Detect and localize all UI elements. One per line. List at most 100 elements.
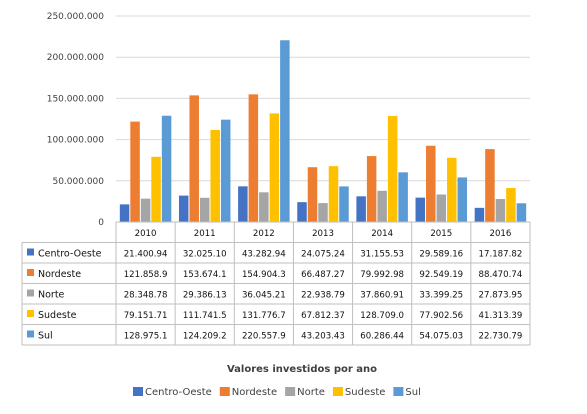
data-label: 128.709.0 xyxy=(360,311,404,321)
bar-norte xyxy=(140,198,151,222)
x-tick-label: 2010 xyxy=(135,229,157,239)
gridlines xyxy=(116,15,530,223)
data-label: 43.282.94 xyxy=(242,250,286,260)
bar-sul xyxy=(280,40,290,223)
bar-sul xyxy=(161,115,172,222)
table-row-label: Nordeste xyxy=(38,269,81,280)
bar-centro-oeste xyxy=(415,197,426,222)
bar-nordeste xyxy=(307,167,318,222)
x-tick-label: 2012 xyxy=(253,229,275,239)
data-label: 29.589.16 xyxy=(419,250,463,260)
x-tick-label: 2013 xyxy=(312,229,334,239)
data-label: 54.075.03 xyxy=(419,332,463,342)
bar-centro-oeste xyxy=(238,186,248,222)
table-row-label: Centro-Oeste xyxy=(38,249,102,260)
bar-nordeste xyxy=(130,121,140,222)
data-label: 131.776.7 xyxy=(242,311,286,321)
data-label: 111.741.5 xyxy=(183,311,227,321)
data-label: 88.470.74 xyxy=(479,270,523,280)
bar-nordeste xyxy=(485,149,495,222)
bar-sudeste xyxy=(269,113,280,222)
bar-norte xyxy=(259,192,269,222)
y-tick-label: 100.000.000 xyxy=(47,136,105,146)
data-label: 124.209.2 xyxy=(183,332,227,342)
bar-sul xyxy=(516,203,527,222)
data-label: 31.155.53 xyxy=(360,250,404,260)
y-tick-label: 200.000.000 xyxy=(47,53,105,63)
legend-label: Nordeste xyxy=(232,387,277,398)
table-row-label: Sudeste xyxy=(38,310,77,321)
data-label: 17.187.82 xyxy=(479,250,523,260)
bar-sudeste xyxy=(151,156,161,222)
bar-nordeste xyxy=(248,94,259,222)
data-label: 22.730.79 xyxy=(479,332,523,342)
data-label: 77.902.56 xyxy=(419,311,463,321)
data-label: 27.873.95 xyxy=(479,291,523,301)
legend-swatch-nordeste xyxy=(219,387,230,396)
bar-norte xyxy=(495,199,506,222)
y-tick-label: 250.000.000 xyxy=(47,12,105,22)
data-label: 32.025.10 xyxy=(183,250,227,260)
legend-swatch-sudeste xyxy=(332,387,343,396)
x-tick-label: 2014 xyxy=(371,229,393,239)
data-label: 220.557.9 xyxy=(242,332,286,342)
data-label: 24.075.24 xyxy=(301,250,345,260)
legend: Centro-Oeste Nordeste Norte Sudeste Sul xyxy=(133,387,421,398)
data-label: 29.386.13 xyxy=(183,291,227,301)
bar-sul xyxy=(457,177,468,222)
y-tick-label: 50.000.000 xyxy=(52,177,104,187)
data-label: 79.151.71 xyxy=(124,311,168,321)
bar-norte xyxy=(377,190,387,222)
bar-sul xyxy=(398,172,408,222)
bar-centro-oeste xyxy=(119,204,130,222)
data-label: 153.674.1 xyxy=(183,270,227,280)
data-label: 43.203.43 xyxy=(301,332,345,342)
legend-label: Sudeste xyxy=(345,387,385,398)
bar-norte xyxy=(436,194,447,222)
bar-sul xyxy=(220,119,231,222)
table-key-norte xyxy=(27,289,34,297)
data-label: 22.938.79 xyxy=(301,291,345,301)
bar-sudeste xyxy=(328,166,339,222)
bar-centro-oeste xyxy=(474,207,485,222)
table-row-label: Norte xyxy=(38,290,65,301)
bar-centro-oeste xyxy=(297,202,307,222)
bar-nordeste xyxy=(366,156,377,222)
bar-sudeste xyxy=(447,157,457,222)
x-tick-label: 2015 xyxy=(430,229,452,239)
data-label: 37.860.91 xyxy=(360,291,404,301)
bar-norte xyxy=(199,197,210,222)
data-table: 2010 2011 2012 2013 2014 2015 2016 Centro-Oeste… xyxy=(21,221,531,346)
data-label: 121.858.9 xyxy=(124,270,168,280)
y-axis-ticks: 250.000.000 200.000.000 150.000.000 100.000… xyxy=(47,12,105,228)
data-label: 28.348.78 xyxy=(124,291,168,301)
data-label: 154.904.3 xyxy=(242,270,286,280)
data-label: 21.400.94 xyxy=(124,250,168,260)
bars xyxy=(119,40,527,223)
chart-title: Valores investidos por ano xyxy=(227,364,377,375)
legend-swatch-sul xyxy=(393,387,404,396)
y-tick-label: 0 xyxy=(98,218,104,228)
bar-sul xyxy=(339,186,349,222)
bar-sudeste xyxy=(387,115,398,222)
bar-nordeste xyxy=(426,145,436,222)
bar-norte xyxy=(318,203,328,222)
bar-centro-oeste xyxy=(356,196,366,222)
legend-label: Centro-Oeste xyxy=(145,387,212,398)
x-tick-label: 2016 xyxy=(489,229,511,239)
data-label: 33.399.25 xyxy=(419,291,463,301)
table-key-nordeste xyxy=(27,269,34,276)
table-key-centro-oeste xyxy=(27,248,34,256)
data-label: 66.487.27 xyxy=(301,270,345,280)
legend-label: Norte xyxy=(297,387,325,398)
bar-sudeste xyxy=(210,129,220,222)
table-row-label: Sul xyxy=(38,331,53,342)
data-label: 60.286.44 xyxy=(360,332,404,342)
data-label: 128.975.1 xyxy=(124,332,168,342)
bar-centro-oeste xyxy=(178,195,189,222)
legend-label: Sul xyxy=(405,387,420,398)
data-label: 67.812.37 xyxy=(301,311,345,321)
table-key-sudeste xyxy=(27,310,34,317)
bar-sudeste xyxy=(506,187,516,222)
